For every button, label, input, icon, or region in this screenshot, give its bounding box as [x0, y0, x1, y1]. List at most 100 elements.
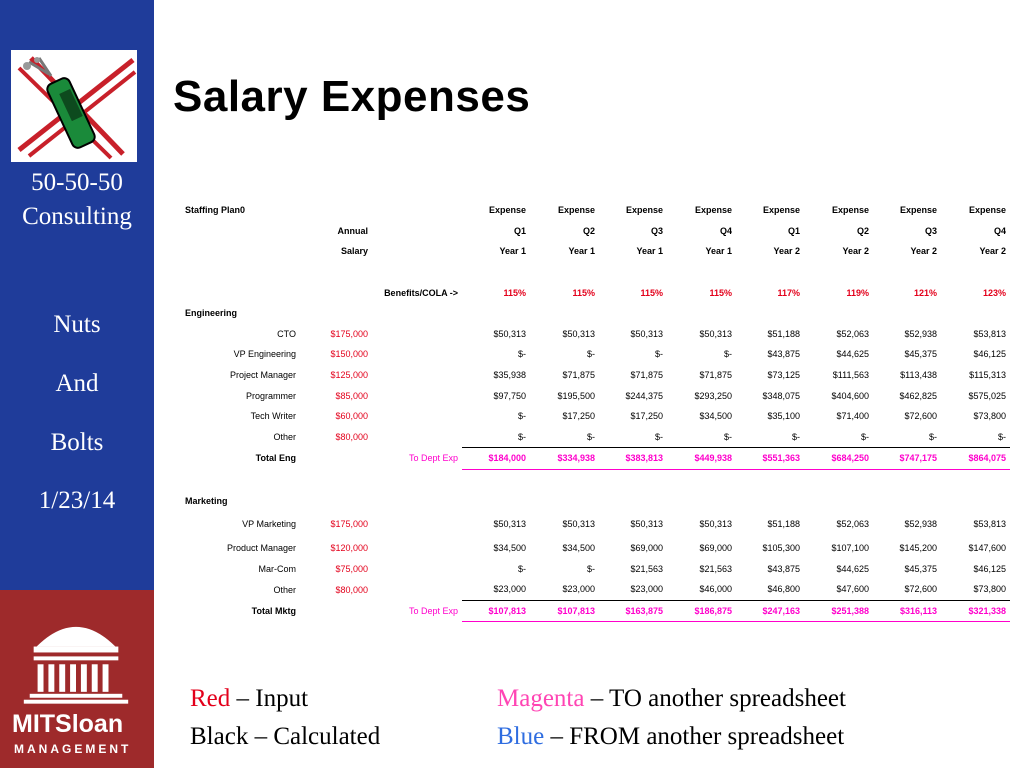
empty-cell [530, 303, 599, 324]
expense-value: $46,125 [973, 349, 1006, 360]
empty-cell [804, 303, 873, 324]
topic-line3: Bolts [50, 429, 104, 456]
expense-value: $73,125 [767, 370, 800, 381]
empty-cell [941, 469, 1010, 490]
company-name-line1: 50-50-50 [31, 169, 123, 196]
to-dept-exp-label: To Dept Exp [408, 605, 458, 616]
expense-value: $35,100 [767, 411, 800, 422]
legend-blue-row: Blue – FROM another spreadsheet [497, 718, 846, 756]
empty-cell [372, 538, 462, 559]
empty-cell [736, 262, 804, 283]
expense-value: $97,750 [493, 390, 526, 401]
empty-cell [372, 303, 462, 324]
header-quarter: Q3 [650, 225, 663, 236]
expense-value: $45,375 [904, 349, 937, 360]
mit-sloan-wordmark: MITSloan [12, 710, 124, 738]
empty-cell [372, 262, 462, 283]
empty-cell [530, 469, 599, 490]
annual-salary-input: $80,000 [335, 584, 368, 595]
header-year: Year 1 [568, 246, 595, 257]
engineering-total-label: Total Eng [255, 453, 296, 464]
empty-cell [941, 303, 1010, 324]
total-value: $184,000 [462, 447, 530, 470]
expense-value: $43,875 [767, 349, 800, 360]
header-row-year: Salary Year 1 Year 1 Year 1 Year 1 Year 2 Year… [185, 241, 1010, 262]
expense-value: $52,063 [836, 519, 869, 530]
expense-value: $51,188 [767, 328, 800, 339]
role-label: Other [273, 432, 296, 443]
engineering-data-row: Project Manager $125,000 $35,938 $71,875 $71… [185, 365, 1010, 386]
expense-value: $71,875 [630, 370, 663, 381]
expense-value: $195,500 [557, 390, 595, 401]
expense-value: $52,063 [836, 328, 869, 339]
expense-value: $- [873, 426, 941, 449]
expense-value: $- [530, 426, 599, 449]
role-label: Product Manager [226, 543, 296, 554]
topic-line2: And [55, 370, 99, 397]
total-value: $107,813 [462, 600, 530, 623]
empty-cell [736, 490, 804, 511]
header-quarter: Q2 [582, 225, 595, 236]
date-label: 1/23/14 [38, 487, 116, 514]
empty-cell [667, 490, 736, 511]
empty-cell [372, 324, 462, 345]
expense-value: $43,875 [767, 563, 800, 574]
legend-magenta-text: – TO another spreadsheet [584, 685, 846, 712]
empty-cell [185, 282, 300, 303]
expense-value: $- [804, 426, 873, 449]
annual-salary-input: $150,000 [330, 349, 368, 360]
empty-cell [185, 241, 300, 262]
total-value: $864,075 [941, 447, 1010, 470]
expense-value: $- [586, 563, 595, 574]
role-label: Programmer [245, 390, 296, 401]
empty-cell [873, 469, 941, 490]
topic-line1: Nuts [53, 311, 101, 338]
salary-table: Staffing Plan0 Expense Expense Expense Expen… [185, 200, 1010, 623]
marketing-section-row: Marketing [185, 490, 1010, 511]
marketing-data-row: VP Marketing $175,000 $50,313 $50,313 $50,31… [185, 511, 1010, 538]
spacer-row [185, 469, 1010, 490]
empty-cell [804, 490, 873, 511]
expense-value: $53,813 [973, 519, 1006, 530]
header-year: Year 2 [910, 246, 937, 257]
annual-salary-input: $125,000 [330, 370, 368, 381]
empty-cell [804, 469, 873, 490]
expense-value: $147,600 [968, 543, 1006, 554]
expense-value: $348,075 [762, 390, 800, 401]
empty-cell [736, 469, 804, 490]
expense-value: $- [941, 426, 1010, 449]
total-value: $247,163 [736, 600, 804, 623]
total-value: $316,113 [873, 600, 941, 623]
expense-value: $51,188 [767, 519, 800, 530]
expense-value: $69,000 [630, 543, 663, 554]
header-expense: Expense [625, 205, 663, 216]
empty-cell [185, 469, 300, 490]
engineering-data-row: Other $80,000 $- $- $- $- $- $- $- $- [185, 426, 1010, 449]
header-year: Year 2 [979, 246, 1006, 257]
header-quarter: Q4 [719, 225, 732, 236]
empty-cell [599, 469, 667, 490]
empty-cell [372, 221, 462, 242]
benefits-value: 115% [572, 287, 595, 298]
header-quarter: Q1 [787, 225, 800, 236]
expense-value: $50,313 [699, 328, 732, 339]
header-expense: Expense [557, 205, 595, 216]
empty-cell [462, 262, 530, 283]
empty-cell [300, 490, 372, 511]
expense-value: $46,000 [667, 579, 736, 601]
expense-value: $52,938 [904, 328, 937, 339]
benefits-row: Benefits/COLA -> 115% 115% 115% 115% 117% 119%… [185, 282, 1010, 303]
mit-dome-icon [23, 626, 129, 704]
expense-value: $35,938 [493, 370, 526, 381]
expense-value: $- [723, 349, 732, 360]
expense-value: $46,125 [973, 563, 1006, 574]
expense-value: $34,500 [562, 543, 595, 554]
empty-cell [530, 262, 599, 283]
header-expense: Expense [694, 205, 732, 216]
expense-value: $46,800 [736, 579, 804, 601]
salary-header: Salary [340, 246, 368, 257]
benefits-value: 119% [846, 287, 869, 298]
benefits-value: 115% [640, 287, 663, 298]
empty-cell [462, 303, 530, 324]
expense-value: $145,200 [899, 543, 937, 554]
